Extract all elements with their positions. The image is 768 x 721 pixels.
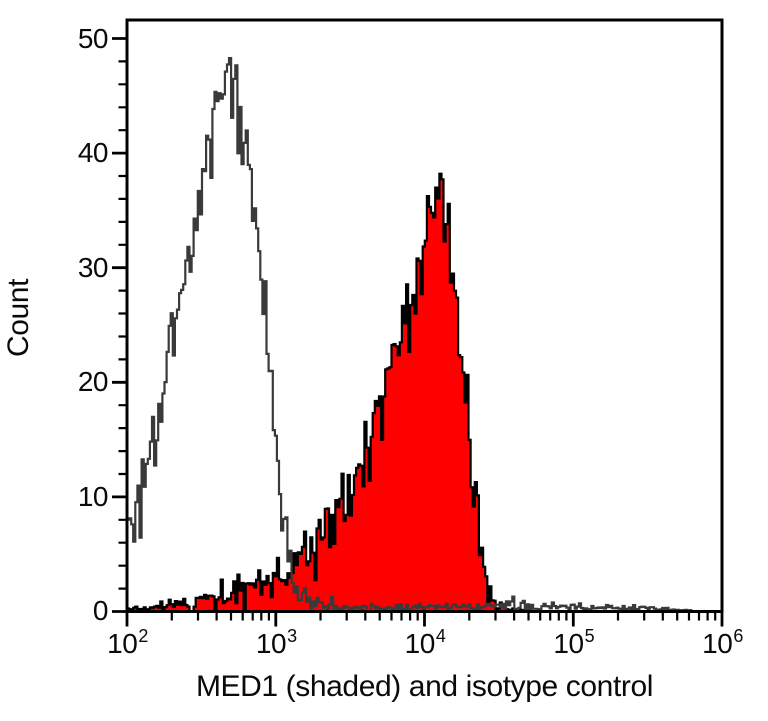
x-tick-exponent: 6 bbox=[733, 625, 743, 646]
x-tick-label-1e3: 103 bbox=[226, 625, 326, 660]
x-tick-label-1e4: 104 bbox=[375, 625, 475, 660]
x-tick-exponent: 2 bbox=[138, 625, 148, 646]
x-tick-base: 10 bbox=[404, 628, 436, 659]
y-tick-label-50: 50 bbox=[77, 23, 109, 54]
plot-frame bbox=[125, 18, 724, 613]
x-tick-base: 10 bbox=[107, 628, 138, 659]
x-tick-base: 10 bbox=[702, 628, 733, 659]
med1-shaded-curve bbox=[125, 172, 723, 613]
y-tick-label-30: 30 bbox=[77, 252, 109, 283]
x-tick-base: 10 bbox=[255, 628, 287, 659]
isotype-control-curve bbox=[127, 57, 723, 613]
x-tick-label-1e6: 106 bbox=[672, 625, 768, 660]
minor-ticks bbox=[118, 60, 717, 621]
y-tick-label-40: 40 bbox=[77, 137, 109, 168]
y-axis-title: Count bbox=[2, 278, 35, 358]
major-ticks bbox=[112, 37, 724, 627]
x-tick-base: 10 bbox=[553, 628, 584, 659]
x-tick-label-1e2: 102 bbox=[77, 625, 177, 660]
y-tick-label-10: 10 bbox=[77, 481, 109, 512]
y-tick-label-0: 0 bbox=[92, 595, 109, 626]
y-tick-label-20: 20 bbox=[77, 366, 109, 397]
x-tick-exponent: 3 bbox=[287, 625, 297, 646]
x-tick-exponent: 4 bbox=[435, 625, 446, 646]
x-tick-exponent: 5 bbox=[584, 625, 595, 646]
x-axis-title: MED1 (shaded) and isotype control bbox=[195, 670, 654, 703]
x-tick-label-1e5: 105 bbox=[523, 625, 623, 660]
